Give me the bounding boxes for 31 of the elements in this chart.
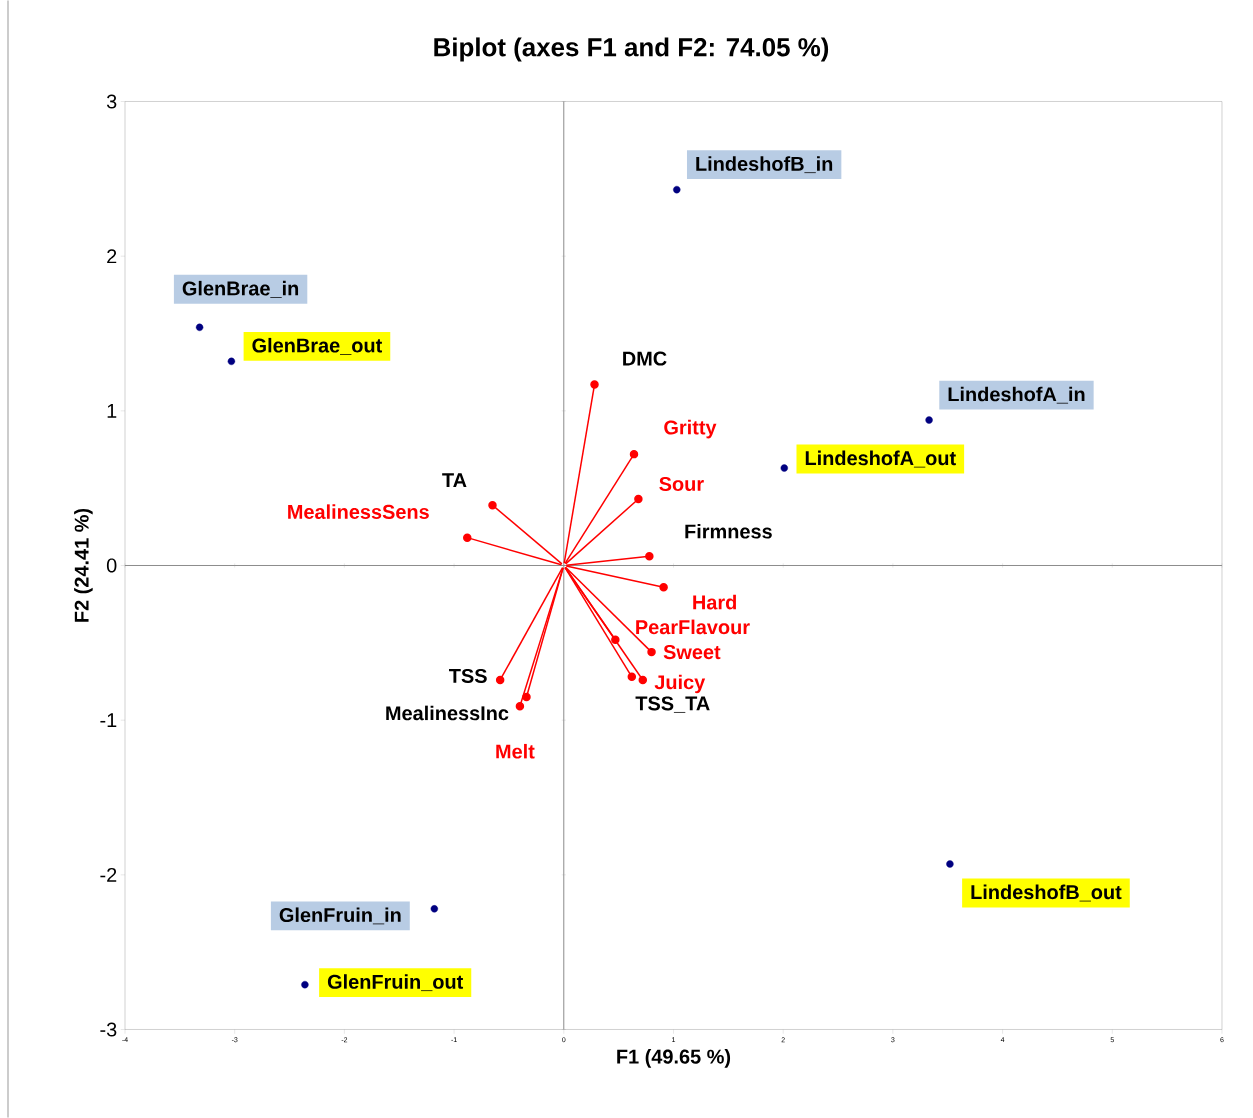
data-label: GlenFruin_in bbox=[279, 907, 401, 925]
y-tick-label: 3 bbox=[106, 94, 117, 109]
data-label: LindeshofB_in bbox=[696, 156, 833, 174]
y-tick-label: 0 bbox=[106, 558, 117, 573]
x-axis-title: F1 (49.65 %) bbox=[617, 1049, 731, 1068]
data-label: GlenFruin_out bbox=[327, 974, 464, 992]
data-label: Juicy bbox=[654, 674, 706, 694]
data-label: MealinessInc bbox=[386, 705, 509, 721]
y-tick-label: -2 bbox=[100, 867, 117, 882]
y-tick-label: 1 bbox=[107, 403, 117, 418]
data-label: TSS_TA bbox=[635, 696, 710, 713]
data-label: TSS bbox=[449, 668, 487, 683]
data-label: Sour bbox=[659, 476, 704, 492]
data-label: Gritty bbox=[664, 419, 717, 439]
data-label: LindeshofA_out bbox=[805, 450, 956, 468]
data-label: DMC bbox=[623, 351, 667, 366]
data-label: TA bbox=[442, 473, 467, 488]
chart-title: Biplot (axes F1 and F2: 74.05 %) bbox=[434, 37, 829, 62]
data-label: Melt bbox=[496, 743, 535, 759]
data-label: MealinessSens bbox=[288, 504, 429, 519]
data-label: LindeshofA_in bbox=[948, 386, 1085, 404]
data-label: GlenBrae_in bbox=[182, 280, 299, 298]
data-label: Firmness bbox=[685, 523, 772, 539]
y-axis-title: F2 (24.41 %) bbox=[74, 508, 93, 622]
y-tick-label: 2 bbox=[107, 249, 117, 264]
data-label: PearFlavour bbox=[636, 619, 750, 635]
data-label: Sweet bbox=[663, 645, 721, 660]
y-tick-label: -1 bbox=[100, 713, 117, 728]
data-label: GlenBrae_out bbox=[252, 337, 383, 355]
data-label: LindeshofB_out bbox=[971, 884, 1122, 902]
data-label: Hard bbox=[693, 594, 736, 610]
